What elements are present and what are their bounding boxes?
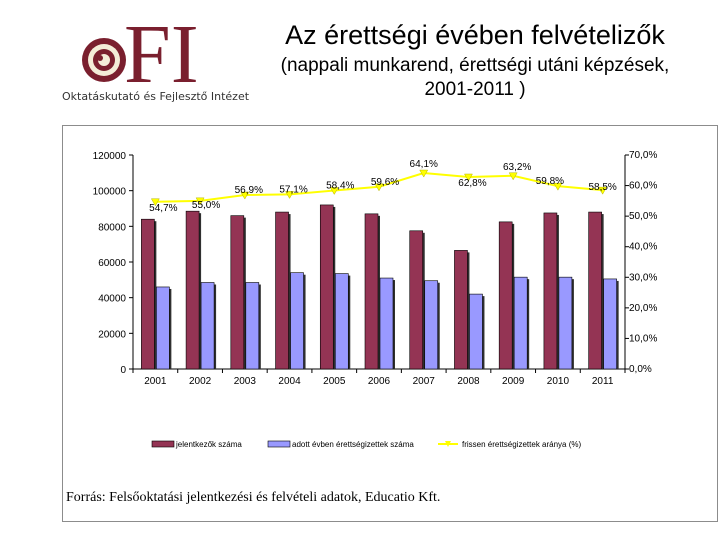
right-tick-label: 70,0%	[629, 150, 657, 161]
bar-erettsegizettek	[513, 276, 528, 370]
logo-graphic: FI	[82, 8, 199, 101]
x-tick-label: 2006	[368, 376, 391, 387]
legend-label: frissen érettségizettek aránya (%)	[462, 440, 581, 449]
data-label: 56,9%	[235, 185, 263, 196]
data-label: 63,2%	[503, 162, 531, 173]
x-tick-label: 2005	[323, 376, 346, 387]
data-label: 59,8%	[536, 176, 564, 187]
x-tick-label: 2003	[234, 376, 257, 387]
right-tick-label: 10,0%	[629, 333, 657, 344]
right-tick-label: 60,0%	[629, 181, 657, 192]
bar-jelentkezok	[141, 218, 155, 370]
bar-erettsegizettek	[334, 273, 349, 370]
subtitle-line-1: (nappali munkarend, érettségi utáni képz…	[280, 55, 670, 76]
bar-jelentkezok	[454, 250, 468, 370]
bar-erettsegizettek	[290, 272, 304, 370]
slide-title: Az érettségi évében felvételizők	[285, 20, 665, 50]
source-note: Forrás: Felsőoktatási jelentkezési és fe…	[66, 490, 441, 505]
bar-erettsegizettek	[379, 277, 394, 370]
data-label: 59,6%	[371, 177, 399, 188]
x-tick-label: 2004	[278, 376, 301, 387]
bar-jelentkezok	[364, 213, 379, 370]
data-label: 64,1%	[410, 159, 438, 170]
legend-label: adott évben érettségizettek száma	[292, 440, 414, 449]
right-tick-label: 30,0%	[629, 272, 657, 283]
right-tick-label: 40,0%	[629, 242, 657, 253]
x-tick-label: 2008	[457, 376, 480, 387]
line-marker	[374, 183, 384, 192]
bar-jelentkezok	[185, 210, 200, 370]
data-label: 55,0%	[192, 200, 220, 211]
x-tick-label: 2011	[592, 376, 614, 387]
line-marker	[240, 191, 250, 200]
bar-erettsegizettek	[424, 280, 439, 370]
left-tick-label: 40000	[98, 294, 126, 305]
x-tick-label: 2007	[413, 376, 436, 387]
bar-erettsegizettek	[603, 278, 617, 370]
logo-subtitle: Oktatáskutató és Fejlesztő Intézet	[62, 90, 250, 103]
bar-jelentkezok	[498, 221, 513, 370]
left-tick-label: 60000	[98, 258, 126, 269]
bar-jelentkezok	[230, 215, 245, 370]
left-tick-label: 80000	[98, 222, 126, 233]
data-label: 58,5%	[588, 182, 616, 193]
data-label: 62,8%	[458, 178, 486, 189]
logo-letters: FI	[124, 8, 199, 95]
line-marker	[195, 197, 205, 206]
x-tick-label: 2009	[502, 376, 525, 387]
legend-marker	[445, 441, 451, 447]
legend-swatch	[151, 440, 175, 448]
bar-jelentkezok	[588, 211, 602, 370]
bar-erettsegizettek	[469, 293, 483, 370]
bar-jelentkezok	[409, 230, 424, 370]
line-marker	[285, 191, 294, 199]
left-tick-label: 120000	[93, 151, 127, 162]
right-tick-label: 50,0%	[629, 211, 657, 222]
right-tick-label: 0,0%	[629, 364, 652, 375]
line-marker	[598, 186, 608, 195]
data-label: 57,1%	[279, 184, 307, 195]
bar-erettsegizettek	[245, 282, 260, 370]
left-tick-label: 100000	[93, 187, 127, 198]
line-marker	[553, 182, 563, 191]
line-marker	[329, 187, 339, 195]
legend-swatch	[267, 440, 291, 448]
bar-erettsegizettek	[558, 276, 573, 370]
line-marker	[419, 169, 429, 178]
line-marker	[150, 198, 160, 207]
slide-subtitle: (nappali munkarend, érettségi utáni képz…	[240, 54, 710, 102]
x-tick-label: 2002	[189, 376, 212, 387]
line-marker	[508, 172, 518, 181]
left-tick-label: 0	[120, 365, 126, 376]
x-tick-label: 2010	[547, 376, 570, 387]
left-tick-label: 20000	[98, 329, 126, 340]
bar-jelentkezok	[275, 211, 289, 370]
bar-erettsegizettek	[156, 286, 170, 370]
bar-erettsegizettek	[200, 282, 215, 370]
bar-jelentkezok	[319, 204, 334, 370]
right-tick-label: 20,0%	[629, 303, 657, 314]
data-label: 58,4%	[326, 180, 354, 191]
x-tick-label: 2001	[144, 376, 167, 387]
bar-jelentkezok	[543, 212, 558, 370]
subtitle-line-2: 2001-2011 )	[424, 79, 526, 100]
line-marker	[464, 173, 473, 182]
fi-logo: FI Oktatáskutató és Fejlesztő Intézet	[0, 0, 249, 120]
legend-label: jelentkezők száma	[175, 440, 242, 449]
data-label: 54,7%	[149, 203, 177, 214]
